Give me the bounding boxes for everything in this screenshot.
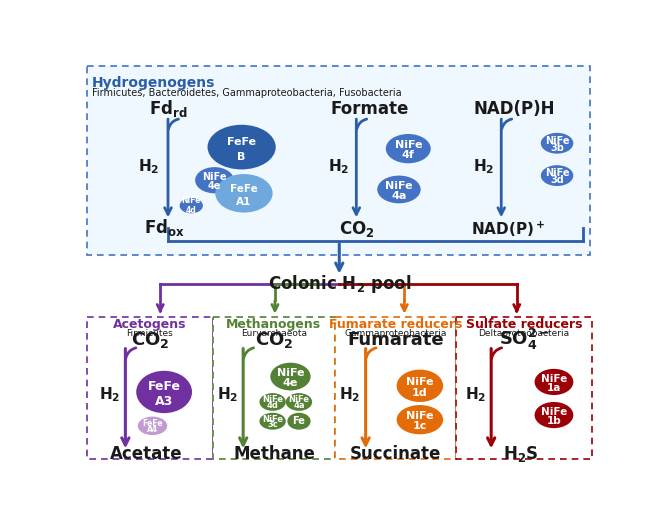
Text: Firmicutes, Bacteroidetes, Gammaproteobacteria, Fusobacteria: Firmicutes, Bacteroidetes, Gammaproteoba… bbox=[92, 88, 402, 98]
Text: NAD(P)H: NAD(P)H bbox=[474, 100, 555, 118]
Text: A4: A4 bbox=[147, 425, 158, 434]
Ellipse shape bbox=[215, 174, 273, 213]
Text: NiFe: NiFe bbox=[406, 411, 434, 421]
Ellipse shape bbox=[377, 176, 420, 203]
Text: $\mathbf{CO_2}$: $\mathbf{CO_2}$ bbox=[338, 219, 374, 240]
FancyBboxPatch shape bbox=[87, 66, 591, 255]
Text: $\mathbf{Fd_{ox}}$: $\mathbf{Fd_{ox}}$ bbox=[144, 217, 185, 239]
Ellipse shape bbox=[195, 167, 234, 193]
Text: Colonic $\mathbf{H_2}$ pool: Colonic $\mathbf{H_2}$ pool bbox=[267, 273, 411, 295]
Text: Fumarate reducers: Fumarate reducers bbox=[329, 318, 462, 331]
Text: NiFe: NiFe bbox=[262, 395, 283, 405]
Text: 1b: 1b bbox=[547, 416, 561, 426]
Text: $\mathbf{H_2}$: $\mathbf{H_2}$ bbox=[340, 386, 361, 405]
Text: NiFe: NiFe bbox=[385, 181, 412, 191]
Text: NiFe: NiFe bbox=[277, 368, 305, 378]
Text: A1: A1 bbox=[236, 197, 252, 207]
Ellipse shape bbox=[287, 413, 310, 430]
Text: FeFe: FeFe bbox=[142, 419, 163, 428]
Text: Acetate: Acetate bbox=[110, 445, 183, 463]
Text: NiFe: NiFe bbox=[262, 414, 283, 424]
Text: $\mathbf{H_2}$: $\mathbf{H_2}$ bbox=[328, 157, 350, 176]
Text: FeFe: FeFe bbox=[230, 184, 258, 193]
Text: $\mathbf{CO_2}$: $\mathbf{CO_2}$ bbox=[255, 330, 293, 349]
Text: 3c: 3c bbox=[267, 421, 278, 430]
Text: $\mathbf{Fd_{rd}}$: $\mathbf{Fd_{rd}}$ bbox=[149, 98, 187, 119]
Text: 1c: 1c bbox=[412, 421, 427, 431]
Text: FeFe: FeFe bbox=[227, 137, 256, 147]
Text: Gammaproteobacteria: Gammaproteobacteria bbox=[344, 329, 447, 338]
Text: NiFe: NiFe bbox=[541, 407, 567, 417]
Text: $\mathbf{CO_2}$: $\mathbf{CO_2}$ bbox=[131, 330, 169, 349]
Ellipse shape bbox=[207, 125, 276, 170]
Text: 3d: 3d bbox=[550, 175, 564, 185]
Text: Formate: Formate bbox=[330, 100, 408, 118]
Text: 1a: 1a bbox=[547, 383, 561, 393]
Text: 4e: 4e bbox=[208, 181, 221, 191]
Text: NiFe
4d: NiFe 4d bbox=[181, 196, 201, 215]
Text: NiFe: NiFe bbox=[289, 395, 309, 405]
Text: Acetogens: Acetogens bbox=[113, 318, 187, 331]
Text: $\mathbf{H_2}$: $\mathbf{H_2}$ bbox=[99, 386, 120, 405]
Text: $\mathbf{H_2}$: $\mathbf{H_2}$ bbox=[465, 386, 487, 405]
Text: 4d: 4d bbox=[267, 401, 279, 410]
Text: 1d: 1d bbox=[412, 388, 428, 398]
Ellipse shape bbox=[535, 402, 573, 428]
Text: Sulfate reducers: Sulfate reducers bbox=[466, 318, 583, 331]
Text: Methanogens: Methanogens bbox=[226, 318, 321, 331]
Ellipse shape bbox=[138, 417, 167, 435]
Text: Fumarate: Fumarate bbox=[348, 331, 444, 348]
Ellipse shape bbox=[286, 393, 312, 411]
Text: Succinate: Succinate bbox=[350, 445, 442, 463]
Text: NiFe: NiFe bbox=[545, 136, 569, 146]
Text: $\mathbf{H_2}$: $\mathbf{H_2}$ bbox=[138, 157, 160, 176]
Text: 4a: 4a bbox=[391, 190, 406, 201]
Text: Hydrogenogens: Hydrogenogens bbox=[92, 76, 215, 90]
Ellipse shape bbox=[535, 369, 573, 395]
Text: $\mathbf{SO_4^{2-}}$: $\mathbf{SO_4^{2-}}$ bbox=[499, 327, 550, 352]
Ellipse shape bbox=[541, 165, 573, 186]
Text: 4f: 4f bbox=[402, 150, 414, 160]
FancyBboxPatch shape bbox=[456, 317, 592, 459]
Text: NiFe: NiFe bbox=[203, 172, 227, 182]
Ellipse shape bbox=[270, 363, 310, 391]
Text: $\mathbf{H_2S}$: $\mathbf{H_2S}$ bbox=[503, 444, 538, 463]
Text: B: B bbox=[238, 152, 246, 162]
Ellipse shape bbox=[136, 371, 192, 413]
Text: Methane: Methane bbox=[233, 445, 315, 463]
Text: NiFe: NiFe bbox=[395, 140, 422, 150]
Ellipse shape bbox=[386, 134, 431, 163]
FancyBboxPatch shape bbox=[87, 317, 213, 459]
Text: NiFe: NiFe bbox=[545, 168, 569, 178]
Text: $\mathbf{H_2}$: $\mathbf{H_2}$ bbox=[473, 157, 494, 176]
Ellipse shape bbox=[260, 413, 286, 430]
Text: Euryarchaeota: Euryarchaeota bbox=[241, 329, 307, 338]
Ellipse shape bbox=[397, 405, 443, 434]
FancyBboxPatch shape bbox=[213, 317, 334, 459]
Text: NiFe: NiFe bbox=[406, 377, 434, 387]
FancyBboxPatch shape bbox=[334, 317, 456, 459]
Text: Firmicutes: Firmicutes bbox=[126, 329, 173, 338]
Text: NiFe: NiFe bbox=[541, 374, 567, 384]
Text: 3b: 3b bbox=[550, 143, 564, 153]
Text: $\mathbf{H_2}$: $\mathbf{H_2}$ bbox=[217, 386, 238, 405]
Text: Fe: Fe bbox=[293, 416, 305, 426]
Text: A3: A3 bbox=[155, 395, 173, 408]
Text: 4e: 4e bbox=[283, 378, 298, 387]
Ellipse shape bbox=[260, 393, 286, 411]
Text: FeFe: FeFe bbox=[148, 380, 181, 393]
Ellipse shape bbox=[541, 133, 573, 153]
Ellipse shape bbox=[179, 198, 203, 213]
Text: $\mathbf{NAD(P)^+}$: $\mathbf{NAD(P)^+}$ bbox=[471, 220, 545, 239]
Ellipse shape bbox=[397, 370, 443, 402]
Text: Deltaproteobacteria: Deltaproteobacteria bbox=[479, 329, 570, 338]
Text: 4a: 4a bbox=[293, 401, 305, 410]
